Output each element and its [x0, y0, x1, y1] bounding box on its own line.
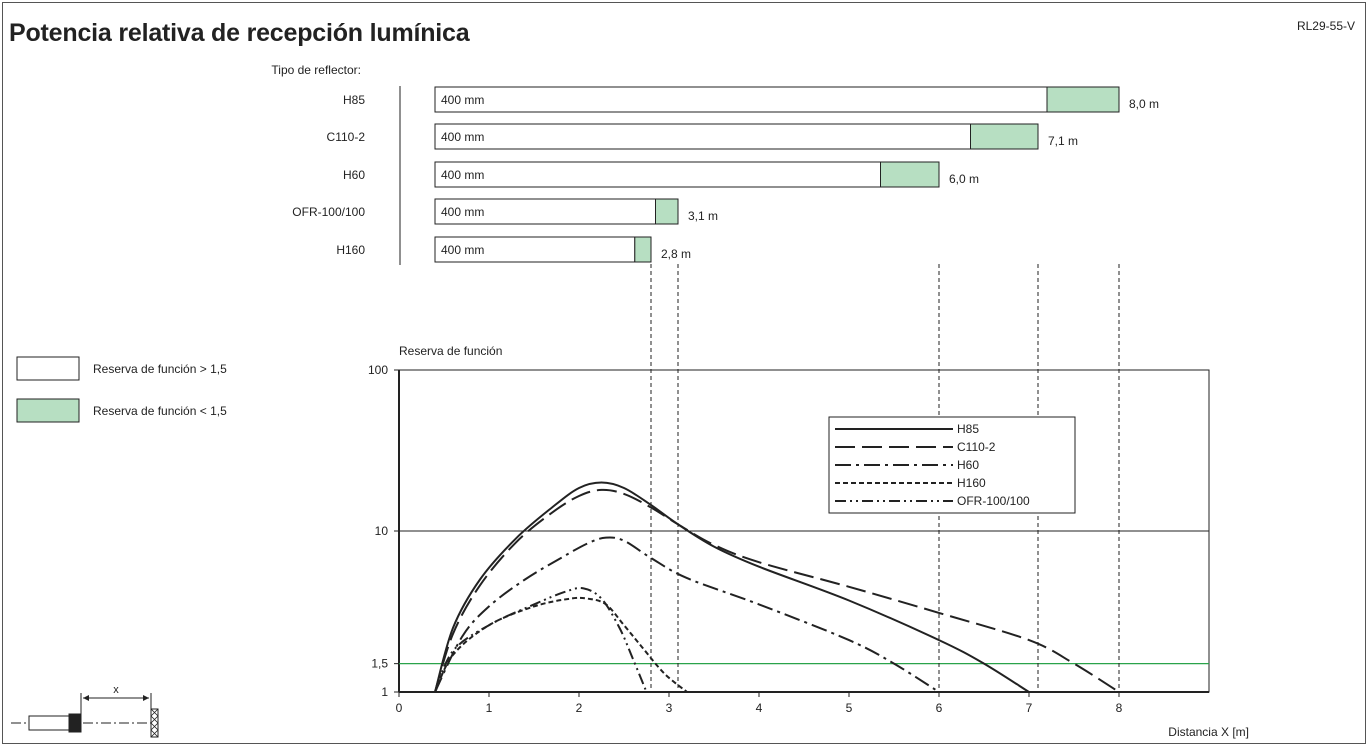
- bar-category-label: C110-2: [327, 130, 366, 144]
- reflector: [150, 708, 159, 738]
- legend-series-label: H85: [957, 422, 979, 436]
- bar-reserve-high: [434, 198, 656, 225]
- bar-chart-subtitle: Tipo de reflector:: [271, 63, 361, 77]
- series-line-h85: [434, 481, 1030, 693]
- bar-category-label: H85: [343, 93, 365, 107]
- sensor-body: [28, 715, 70, 731]
- x-tick-label: 5: [846, 701, 853, 715]
- bar-reserve-low: [634, 236, 652, 263]
- x-axis-label: Distancia X [m]: [1168, 725, 1249, 739]
- bar-start-label: 400 mm: [441, 205, 484, 219]
- legend-label-reserve-high: Reserva de función > 1,5: [93, 362, 227, 376]
- x-tick-label: 0: [396, 701, 403, 715]
- legend-series-label: H60: [957, 458, 979, 472]
- y-tick-label: 1,5: [371, 657, 388, 671]
- x-tick-label: 1: [486, 701, 493, 715]
- bar-reserve-low: [1046, 86, 1120, 113]
- legend-series-label: H160: [957, 476, 986, 490]
- reserve-legend: Reserva de función > 1,5 Reserva de funci…: [16, 356, 227, 423]
- x-tick-label: 6: [936, 701, 943, 715]
- bar-range-label: 7,1 m: [1048, 134, 1078, 148]
- reflector-hatch: [150, 708, 159, 738]
- bar-start-label: 400 mm: [441, 243, 484, 257]
- legend-label-reserve-low: Reserva de función < 1,5: [93, 404, 227, 418]
- dimension-label: x: [113, 684, 119, 696]
- y-tick-label: 100: [368, 363, 388, 377]
- series-line-h60: [434, 536, 940, 693]
- bar-category-label: H160: [336, 243, 365, 257]
- series-line-ofr-100-100: [434, 587, 648, 693]
- bar-range-label: 6,0 m: [949, 172, 979, 186]
- bar-category-label: OFR-100/100: [292, 205, 365, 219]
- bar-reserve-low: [970, 123, 1039, 150]
- y-tick-label: 10: [375, 524, 389, 538]
- y-axis-label: Reserva de función: [399, 344, 502, 358]
- y-tick-label: 1: [381, 685, 388, 699]
- bar-reserve-high: [434, 161, 881, 188]
- x-tick-label: 4: [756, 701, 763, 715]
- x-tick-label: 2: [576, 701, 583, 715]
- bar-start-label: 400 mm: [441, 130, 484, 144]
- x-tick-label: 7: [1026, 701, 1033, 715]
- bar-range-label: 3,1 m: [688, 209, 718, 223]
- bar-reserve-high: [434, 123, 971, 150]
- bar-category-label: H60: [343, 168, 365, 182]
- legend-swatch-reserve-high: [16, 356, 80, 381]
- range-bar-chart: Tipo de reflector: H85 400 mm 8,0 m C110-2 40…: [271, 63, 1159, 265]
- legend-series-label: C110-2: [957, 440, 996, 454]
- bar-reserve-high: [434, 86, 1048, 113]
- bar-start-label: 400 mm: [441, 168, 484, 182]
- x-tick-label: 8: [1116, 701, 1123, 715]
- sensor-lens: [68, 713, 82, 733]
- figure-code: RL29-55-V: [1296, 19, 1355, 33]
- legend-swatch-reserve-low: [16, 398, 80, 423]
- bar-range-label: 2,8 m: [661, 247, 691, 261]
- series-line-c110-2: [434, 488, 1120, 693]
- sensor-schematic: x: [11, 684, 159, 738]
- x-tick-label: 3: [666, 701, 673, 715]
- chart-title: Potencia relativa de recepción lumínica: [9, 19, 470, 47]
- bar-start-label: 400 mm: [441, 93, 484, 107]
- bar-reserve-low: [880, 161, 940, 188]
- legend-series-label: OFR-100/100: [957, 494, 1030, 508]
- bar-reserve-low: [655, 198, 679, 225]
- series-line-h160: [434, 596, 688, 693]
- bar-range-label: 8,0 m: [1129, 97, 1159, 111]
